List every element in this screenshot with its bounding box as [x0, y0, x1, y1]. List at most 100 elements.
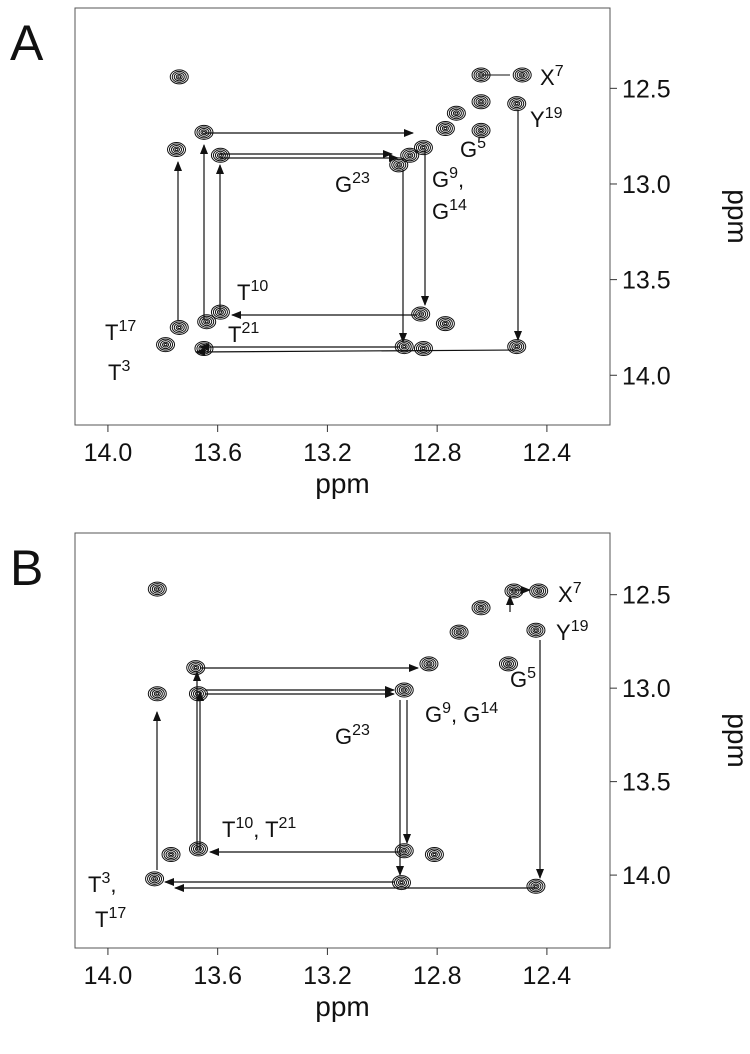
contour [218, 153, 223, 157]
contour [163, 848, 179, 861]
contour [479, 100, 483, 104]
contour [509, 340, 525, 353]
contour [156, 337, 176, 353]
contour [528, 880, 544, 893]
arrows-b [153, 586, 544, 892]
contour [198, 127, 210, 137]
cross-peak [435, 121, 455, 137]
contour [162, 341, 170, 348]
label-text: G [432, 167, 449, 192]
y-tick-label: 13.5 [622, 769, 671, 797]
cross-peak [169, 319, 189, 335]
contour [200, 129, 208, 136]
contour [417, 343, 429, 353]
contour [399, 880, 404, 885]
contour [453, 627, 465, 637]
contour [520, 73, 525, 77]
peak-label: X7 [540, 63, 564, 90]
peak-label: T10 [237, 278, 268, 305]
label-text: , [110, 872, 116, 897]
cross-peak [188, 686, 208, 702]
contour [475, 97, 487, 107]
cross-peak [413, 140, 433, 156]
contour [192, 689, 204, 699]
contour [204, 320, 209, 324]
contour [443, 322, 448, 326]
contour [430, 851, 438, 858]
contour [500, 657, 516, 670]
contour [192, 844, 204, 854]
contour [400, 847, 408, 854]
contour [437, 317, 453, 330]
contour [475, 603, 487, 613]
y-tick-label: 14.0 [622, 362, 671, 390]
contour [190, 687, 206, 700]
contour [473, 124, 489, 137]
contour [214, 150, 226, 160]
contour [534, 884, 538, 888]
label-text: Y [556, 620, 571, 645]
contour [198, 343, 210, 353]
contour [441, 320, 449, 327]
contour [196, 692, 201, 696]
label-superscript: 17 [108, 905, 126, 922]
contour [435, 121, 455, 137]
contour [402, 688, 407, 692]
x-tick-label: 13.6 [193, 962, 242, 990]
contour [397, 879, 405, 886]
cross-peak [167, 142, 187, 158]
contour [477, 98, 485, 105]
contour [471, 67, 491, 83]
x-tick-label: 12.8 [413, 439, 462, 467]
peak-label: G5 [510, 665, 536, 692]
contour [197, 314, 217, 330]
peak-label: Y19 [530, 105, 563, 132]
label-text: T [105, 320, 118, 345]
contour [147, 686, 167, 702]
contour [531, 584, 547, 597]
cross-peak [169, 69, 189, 85]
contour [151, 584, 163, 594]
contour [175, 324, 183, 331]
contour [511, 99, 523, 109]
contour [516, 70, 528, 80]
cross-peak [145, 871, 165, 887]
contour [475, 70, 487, 80]
contour [174, 147, 179, 152]
arrows-a [174, 74, 522, 356]
contour [419, 345, 427, 352]
contour [151, 689, 163, 699]
label-superscript: 17 [118, 318, 136, 335]
cross-peak [197, 314, 217, 330]
contour [418, 312, 423, 316]
contour [536, 589, 541, 593]
label-text: X [558, 582, 573, 607]
y-tick-label: 13.0 [622, 171, 671, 199]
contour [149, 583, 165, 596]
contour [425, 660, 433, 667]
contour [212, 306, 228, 319]
contour [424, 847, 444, 863]
contour [419, 144, 427, 151]
label-text: T [228, 322, 241, 347]
contour [158, 338, 174, 351]
x-tick-label: 14.0 [84, 439, 133, 467]
contour [446, 105, 466, 121]
contour [173, 146, 181, 153]
plot-frame [74, 7, 611, 426]
contour [149, 874, 161, 884]
contour [216, 309, 224, 316]
contour [214, 307, 226, 317]
cross-peak [394, 339, 414, 355]
label-superscript: 3 [121, 358, 130, 375]
cross-peak [526, 878, 546, 894]
contour [153, 690, 161, 697]
contour [417, 311, 425, 317]
contour [203, 318, 211, 325]
cross-peak [394, 682, 414, 698]
contour [534, 628, 538, 632]
cross-peak [394, 843, 414, 859]
cross-peak [194, 340, 214, 356]
cross-peak [471, 600, 491, 616]
peak-label: T3 [108, 358, 130, 385]
